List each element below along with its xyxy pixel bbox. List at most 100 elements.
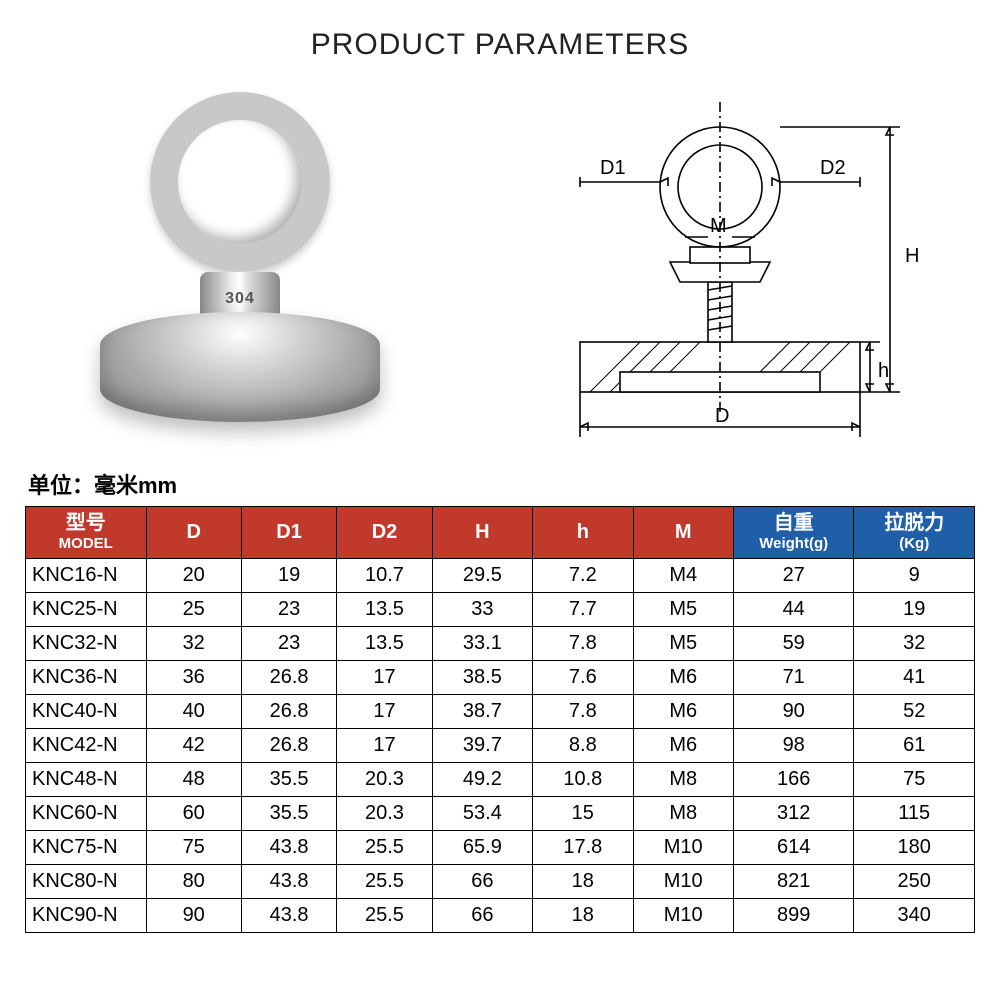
product-photo [40, 82, 440, 452]
cell-model: KNC42-N [26, 729, 147, 763]
cell-wt: 312 [733, 797, 854, 831]
table-row: KNC60-N6035.520.353.415M8312115 [26, 797, 975, 831]
cell-pull: 61 [854, 729, 975, 763]
cell-pull: 180 [854, 831, 975, 865]
cell-H: 33.1 [432, 627, 532, 661]
col-header-D: D [146, 507, 241, 559]
cell-pull: 250 [854, 865, 975, 899]
cell-pull: 75 [854, 763, 975, 797]
cell-h: 15 [533, 797, 633, 831]
table-row: KNC16-N201910.729.57.2M4279 [26, 559, 975, 593]
cell-h: 7.7 [533, 593, 633, 627]
table-row: KNC25-N252313.5337.7M54419 [26, 593, 975, 627]
cell-D: 36 [146, 661, 241, 695]
table-header-row: 型号MODELDD1D2HhM自重Weight(g)拉脱力(Kg) [26, 507, 975, 559]
cell-h: 7.8 [533, 695, 633, 729]
table-row: KNC42-N4226.81739.78.8M69861 [26, 729, 975, 763]
magnet-base-icon [100, 312, 380, 422]
cell-H: 38.7 [432, 695, 532, 729]
cell-D1: 23 [241, 627, 336, 661]
cell-h: 7.8 [533, 627, 633, 661]
cell-D2: 13.5 [337, 593, 432, 627]
dim-D: D [715, 405, 729, 427]
table-body: KNC16-N201910.729.57.2M4279KNC25-N252313… [26, 559, 975, 933]
col-header-D2: D2 [337, 507, 432, 559]
cell-H: 49.2 [432, 763, 532, 797]
cell-h: 17.8 [533, 831, 633, 865]
cell-H: 33 [432, 593, 532, 627]
cell-wt: 166 [733, 763, 854, 797]
cell-D1: 35.5 [241, 763, 336, 797]
col-header-H: H [432, 507, 532, 559]
dim-m: M [710, 215, 727, 237]
cell-D2: 10.7 [337, 559, 432, 593]
cell-H: 39.7 [432, 729, 532, 763]
cell-D: 32 [146, 627, 241, 661]
cell-D: 75 [146, 831, 241, 865]
cell-wt: 59 [733, 627, 854, 661]
cell-M: M10 [633, 865, 733, 899]
cell-M: M8 [633, 797, 733, 831]
dim-d1: D1 [600, 157, 626, 179]
cell-D1: 26.8 [241, 729, 336, 763]
cell-D: 42 [146, 729, 241, 763]
table-row: KNC48-N4835.520.349.210.8M816675 [26, 763, 975, 797]
cell-wt: 899 [733, 899, 854, 933]
cell-M: M6 [633, 661, 733, 695]
cell-D2: 17 [337, 661, 432, 695]
cell-h: 18 [533, 899, 633, 933]
cell-wt: 44 [733, 593, 854, 627]
cell-model: KNC32-N [26, 627, 147, 661]
cell-wt: 27 [733, 559, 854, 593]
cell-pull: 340 [854, 899, 975, 933]
technical-drawing: D1 D2 M H [520, 82, 940, 452]
cell-H: 29.5 [432, 559, 532, 593]
cell-wt: 71 [733, 661, 854, 695]
cell-D2: 17 [337, 729, 432, 763]
table-row: KNC75-N7543.825.565.917.8M10614180 [26, 831, 975, 865]
top-figures: D1 D2 M H [0, 62, 1000, 462]
cell-M: M10 [633, 831, 733, 865]
cell-model: KNC48-N [26, 763, 147, 797]
cell-model: KNC16-N [26, 559, 147, 593]
cell-model: KNC25-N [26, 593, 147, 627]
cell-D1: 19 [241, 559, 336, 593]
dim-H: H [905, 245, 919, 267]
cell-D1: 35.5 [241, 797, 336, 831]
col-header-h: h [533, 507, 633, 559]
cell-D: 48 [146, 763, 241, 797]
cell-M: M4 [633, 559, 733, 593]
cell-D1: 26.8 [241, 695, 336, 729]
cell-M: M5 [633, 627, 733, 661]
magnet-ring-icon [150, 92, 330, 272]
col-header-pull: 拉脱力(Kg) [854, 507, 975, 559]
cell-D1: 26.8 [241, 661, 336, 695]
table-row: KNC36-N3626.81738.57.6M67141 [26, 661, 975, 695]
cell-M: M10 [633, 899, 733, 933]
cell-h: 18 [533, 865, 633, 899]
cell-model: KNC40-N [26, 695, 147, 729]
cell-M: M6 [633, 729, 733, 763]
cell-H: 65.9 [432, 831, 532, 865]
cell-h: 8.8 [533, 729, 633, 763]
cell-D1: 43.8 [241, 865, 336, 899]
col-header-D1: D1 [241, 507, 336, 559]
cell-M: M8 [633, 763, 733, 797]
unit-label: 单位：毫米mm [0, 462, 1000, 506]
cell-model: KNC60-N [26, 797, 147, 831]
cell-pull: 52 [854, 695, 975, 729]
cell-H: 66 [432, 899, 532, 933]
cell-wt: 90 [733, 695, 854, 729]
cell-D1: 43.8 [241, 899, 336, 933]
cell-D2: 17 [337, 695, 432, 729]
col-header-M: M [633, 507, 733, 559]
table-row: KNC32-N322313.533.17.8M55932 [26, 627, 975, 661]
parameters-table: 型号MODELDD1D2HhM自重Weight(g)拉脱力(Kg) KNC16-… [25, 506, 975, 933]
table-row: KNC80-N8043.825.56618M10821250 [26, 865, 975, 899]
col-header-model: 型号MODEL [26, 507, 147, 559]
cell-H: 53.4 [432, 797, 532, 831]
table-row: KNC90-N9043.825.56618M10899340 [26, 899, 975, 933]
cell-wt: 821 [733, 865, 854, 899]
cell-model: KNC80-N [26, 865, 147, 899]
cell-M: M5 [633, 593, 733, 627]
